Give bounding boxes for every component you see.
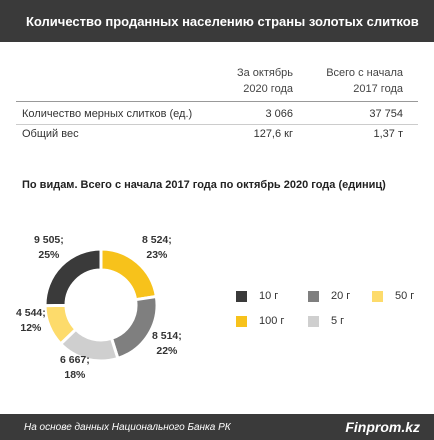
slice-data-label: 6 667; 18% [60,353,90,383]
legend-item: 10 г [236,290,278,302]
legend-swatch [236,315,247,327]
chart-title: По видам. Всего с начала 2017 года по ок… [22,179,386,191]
slice-percent: 25% [38,249,60,261]
legend-item: 5 г [308,315,344,327]
legend-label: 5 г [331,315,345,327]
legend-item: 100 г [236,315,284,327]
table-divider [16,101,418,102]
slice-value: 8 514; [152,330,182,342]
legend-label: 100 г [259,315,285,327]
legend-swatch [236,290,247,302]
slice-percent: 22% [156,345,178,357]
slice-percent: 18% [64,369,86,381]
footer-bar: На основе данных Национального Банка РК … [0,414,434,440]
column-header-total-line2: 2017 года [353,83,403,95]
donut-chart [43,247,159,363]
slice-data-label: 9 505; 25% [34,233,64,263]
table-row-divider [16,124,418,125]
column-header-october-line2: 2020 года [243,83,293,95]
legend-swatch [308,290,319,302]
donut-slice-20g [109,294,159,361]
slice-value: 4 544; [16,307,46,319]
legend-swatch [308,315,319,327]
footer-brand-logo: Finprom.kz [345,419,420,435]
legend-label: 10 г [259,290,279,302]
table-row-label: Количество мерных слитков (ед.) [22,108,193,120]
table-cell: 37 754 [369,108,403,120]
column-header-total-line1: Всего с начала [326,67,403,79]
page-title: Количество проданных населению страны зо… [26,13,419,29]
column-header-october: За октябрь 2020 года [205,65,293,97]
slice-value: 9 505; [34,234,64,246]
column-header-october-line1: За октябрь [236,67,293,79]
slice-value: 6 667; [60,354,90,366]
legend-item: 20 г [308,290,350,302]
slice-data-label: 4 544; 12% [16,306,46,336]
legend-item: 50 г [372,290,414,302]
table-row-label: Общий вес [22,128,79,140]
slice-value: 8 524; [142,234,172,246]
table-cell: 127,6 кг [253,128,293,140]
table-cell: 1,37 т [373,128,403,140]
slice-data-label: 8 524; 23% [142,233,172,263]
table-cell: 3 066 [265,108,293,120]
slice-data-label: 8 514; 22% [152,329,182,359]
column-header-total: Всего с начала 2017 года [315,65,403,97]
footer-source-note: На основе данных Национального Банка РК [24,421,231,433]
donut-slice-10g [43,247,103,308]
legend-label: 50 г [395,290,415,302]
slice-percent: 12% [20,322,42,334]
legend-swatch [372,290,383,302]
header-bar: Количество проданных населению страны зо… [0,0,434,42]
legend-label: 20 г [331,290,351,302]
slice-percent: 23% [146,249,168,261]
